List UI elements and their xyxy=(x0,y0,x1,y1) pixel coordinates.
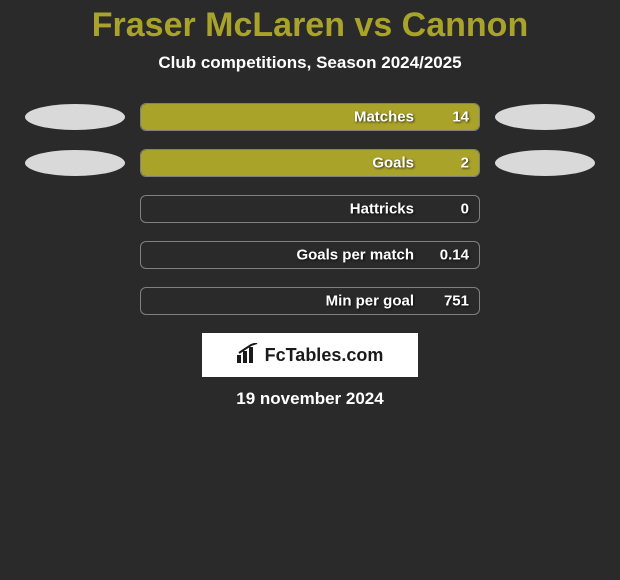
stat-value: 751 xyxy=(444,293,469,310)
stat-row: Matches 14 xyxy=(0,103,620,131)
stat-bar-fill xyxy=(141,150,479,176)
stat-label: Matches xyxy=(354,109,414,126)
stat-row: Hattricks 0 xyxy=(0,195,620,223)
stat-bar: Goals 2 xyxy=(140,149,480,177)
bar-chart-icon xyxy=(237,343,259,368)
comparison-container: Fraser McLaren vs Cannon Club competitio… xyxy=(0,0,620,409)
stat-value: 2 xyxy=(461,155,469,172)
subtitle: Club competitions, Season 2024/2025 xyxy=(0,53,620,73)
stat-label: Goals xyxy=(372,155,414,172)
stat-rows: Matches 14 Goals 2 Hattricks 0 Goals per match… xyxy=(0,103,620,315)
stat-value: 0.14 xyxy=(440,247,469,264)
player-right-marker xyxy=(495,104,595,130)
player-left-marker xyxy=(25,150,125,176)
stat-bar: Goals per match 0.14 xyxy=(140,241,480,269)
stat-value: 0 xyxy=(461,201,469,218)
stat-label: Min per goal xyxy=(326,293,414,310)
page-title: Fraser McLaren vs Cannon xyxy=(0,6,620,45)
player-left-marker xyxy=(25,104,125,130)
stat-label: Hattricks xyxy=(350,201,414,218)
stat-bar: Min per goal 751 xyxy=(140,287,480,315)
logo-text: FcTables.com xyxy=(265,345,384,366)
player-right-marker xyxy=(495,150,595,176)
stat-row: Goals 2 xyxy=(0,149,620,177)
date-text: 19 november 2024 xyxy=(0,389,620,409)
stat-bar: Hattricks 0 xyxy=(140,195,480,223)
stat-label: Goals per match xyxy=(296,247,414,264)
stat-bar-fill xyxy=(141,104,479,130)
stat-bar: Matches 14 xyxy=(140,103,480,131)
stat-row: Goals per match 0.14 xyxy=(0,241,620,269)
stat-value: 14 xyxy=(452,109,469,126)
site-logo[interactable]: FcTables.com xyxy=(202,333,418,377)
stat-row: Min per goal 751 xyxy=(0,287,620,315)
